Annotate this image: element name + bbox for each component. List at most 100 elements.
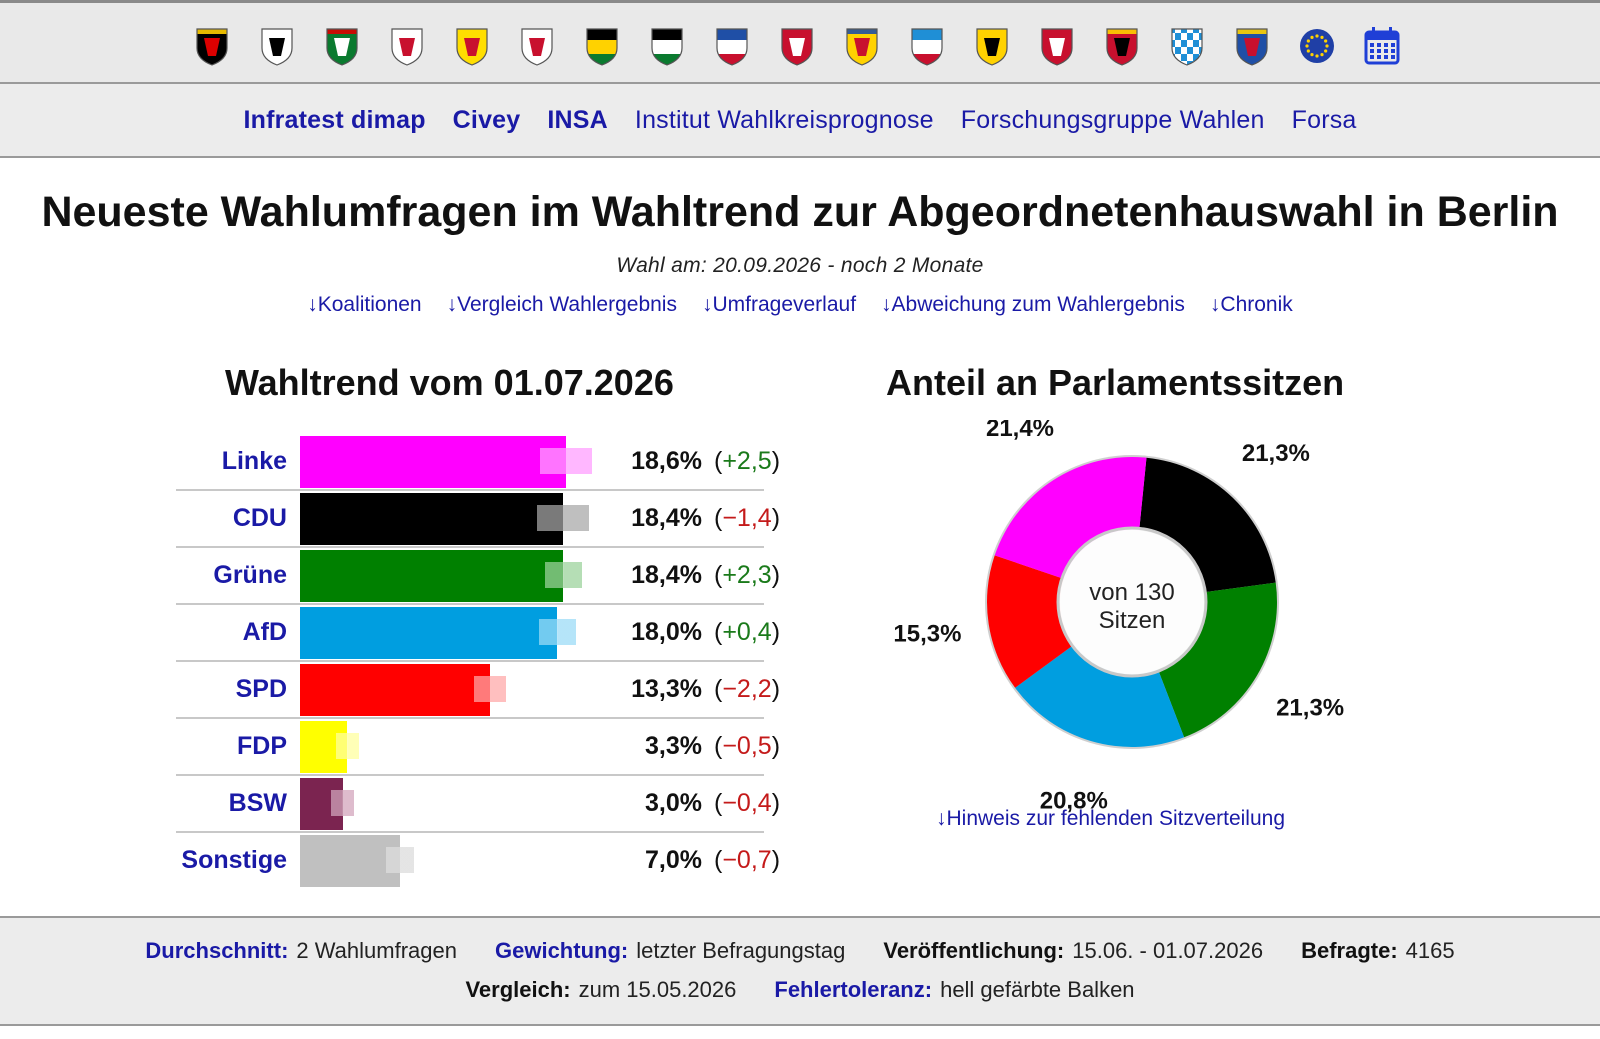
saarland-flag-icon[interactable] — [1231, 25, 1273, 67]
seats-title: Anteil an Parlamentssitzen — [886, 362, 1345, 403]
eu-flag-icon[interactable] — [1296, 25, 1338, 67]
poll-bar-chart: Linke 18,6% (+2,5) CDU 18,4% (−1,4) Grüne 18,4%… — [176, 434, 780, 890]
seat-slice — [1139, 457, 1276, 593]
hessen-flag-icon[interactable] — [711, 25, 753, 67]
jump-link[interactable]: ↓Vergleich Wahlergebnis — [446, 293, 677, 316]
party-row: AfD 18,0% (+0,4) — [176, 605, 780, 662]
poll-value: 18,6% — [631, 447, 702, 475]
bremen-flag-icon[interactable] — [1036, 25, 1078, 67]
party-name-link[interactable]: Sonstige — [181, 846, 287, 874]
poll-bar — [300, 607, 558, 659]
seat-slice-label: 21,3% — [1276, 694, 1344, 721]
party-name-link[interactable]: Linke — [221, 447, 287, 475]
poll-change: (−1,4) — [714, 504, 781, 532]
calendar-icon[interactable] — [1361, 25, 1403, 67]
seat-slice — [1157, 582, 1277, 738]
poll-bar — [300, 835, 401, 887]
error-band — [537, 505, 589, 531]
institute-link[interactable]: Infratest dimap — [243, 105, 426, 134]
hamburg-flag-icon[interactable] — [516, 25, 558, 67]
poll-change: (−2,2) — [714, 675, 781, 703]
berlin-flag-icon[interactable] — [256, 25, 298, 67]
institute-nav: Infratest dimap Civey INSA Institut Wahlkre… — [0, 84, 1600, 158]
bund-flag-icon[interactable] — [191, 25, 233, 67]
poll-change: (+2,3) — [714, 561, 781, 589]
poll-bar — [300, 664, 491, 716]
party-name-link[interactable]: BSW — [228, 789, 287, 817]
poll-value: 13,3% — [631, 675, 702, 703]
sachsen-anhalt-flag-icon[interactable] — [646, 25, 688, 67]
seat-slice-label: 15,3% — [893, 620, 961, 647]
party-row: BSW 3,0% (−0,4) — [176, 776, 780, 833]
party-name-link[interactable]: Grüne — [213, 561, 287, 589]
poll-bar — [300, 436, 566, 488]
footer-info: Durchschnitt: 2 Wahlumfragen Gewichtung: le… — [0, 916, 1600, 1026]
poll-change: (+0,4) — [714, 618, 781, 646]
poll-value: 3,3% — [645, 732, 702, 760]
seat-slice-label: 21,4% — [986, 420, 1054, 442]
error-band — [335, 733, 359, 759]
party-row: SPD 13,3% (−2,2) — [176, 662, 780, 719]
party-row: Linke 18,6% (+2,5) — [176, 434, 780, 491]
institute-link[interactable]: Forschungsgruppe Wahlen — [960, 105, 1265, 134]
seat-total-label: von 130 — [1089, 579, 1174, 606]
party-row: Sonstige 7,0% (−0,7) — [176, 833, 780, 890]
bayern-flag-icon[interactable] — [1166, 25, 1208, 67]
error-band — [538, 619, 576, 645]
seat-hint-link[interactable]: ↓Hinweis zur fehlenden Sitzverteilung — [936, 807, 1286, 830]
error-band — [331, 790, 355, 816]
jump-link[interactable]: ↓Umfrageverlauf — [701, 293, 857, 316]
schleswig-holstein-flag-icon[interactable] — [841, 25, 883, 67]
error-band — [474, 676, 506, 702]
poll-change: (+2,5) — [714, 447, 781, 475]
seat-total-label-2: Sitzen — [1099, 607, 1166, 634]
jump-link[interactable]: ↓Chronik — [1209, 293, 1293, 316]
poll-value: 18,4% — [631, 561, 702, 589]
jump-link[interactable]: ↓Abweichung zum Wahlergebnis — [881, 293, 1185, 316]
party-row: CDU 18,4% (−1,4) — [176, 491, 780, 548]
page-title: Neueste Wahlumfragen im Wahltrend zur Ab… — [41, 188, 1559, 236]
poll-value: 18,0% — [631, 618, 702, 646]
footer-item: Veröffentlichung: 15.06. - 01.07.2026 — [883, 938, 1264, 963]
poll-change: (−0,5) — [714, 732, 781, 760]
poll-bar — [300, 550, 564, 602]
footer-item: Fehlertoleranz: hell gefärbte Balken — [774, 977, 1135, 1002]
seat-slice-label: 20,8% — [1040, 788, 1108, 815]
baden-wuerttemberg-flag-icon[interactable] — [971, 25, 1013, 67]
rheinland-pfalz-flag-icon[interactable] — [1101, 25, 1143, 67]
poll-bar — [300, 493, 564, 545]
footer-item: Befragte: 4165 — [1301, 938, 1455, 963]
footer-row-1: Durchschnitt: 2 Wahlumfragen Gewichtung: le… — [0, 938, 1600, 964]
niedersachsen-flag-icon[interactable] — [776, 25, 818, 67]
thueringen-flag-icon[interactable] — [906, 25, 948, 67]
seat-slice — [987, 555, 1074, 688]
institute-link[interactable]: Civey — [452, 105, 521, 134]
poll-value: 3,0% — [645, 789, 702, 817]
institute-link[interactable]: Institut Wahlkreisprognose — [634, 105, 934, 134]
party-name-link[interactable]: FDP — [237, 732, 287, 760]
jump-nav: ↓Koalitionen ↓Vergleich Wahlergebnis ↓Umfr… — [0, 293, 1600, 317]
nrw-flag-icon[interactable] — [321, 25, 363, 67]
institute-link[interactable]: INSA — [547, 105, 608, 134]
party-row: FDP 3,3% (−0,5) — [176, 719, 780, 776]
party-name-link[interactable]: AfD — [242, 618, 287, 646]
institute-link[interactable]: Forsa — [1291, 105, 1357, 134]
error-band — [540, 448, 592, 474]
poll-value: 7,0% — [645, 846, 702, 874]
error-band — [544, 562, 582, 588]
seat-slice — [1015, 644, 1185, 747]
footer-item: Durchschnitt: 2 Wahlumfragen — [145, 938, 457, 963]
party-name-link[interactable]: SPD — [235, 675, 287, 703]
brandenburg-flag-icon[interactable] — [386, 25, 428, 67]
sachsen-flag-icon[interactable] — [581, 25, 623, 67]
seat-slice — [994, 457, 1147, 579]
jump-link[interactable]: ↓Koalitionen — [307, 293, 422, 316]
party-row: Grüne 18,4% (+2,3) — [176, 548, 780, 605]
bavaria-sachsen-anhalt-flag-icon[interactable] — [451, 25, 493, 67]
poll-value: 18,4% — [631, 504, 702, 532]
poll-change: (−0,7) — [714, 846, 781, 874]
trend-title: Wahltrend vom 01.07.2026 — [225, 362, 674, 403]
state-icons — [191, 25, 1426, 67]
party-name-link[interactable]: CDU — [232, 504, 287, 532]
